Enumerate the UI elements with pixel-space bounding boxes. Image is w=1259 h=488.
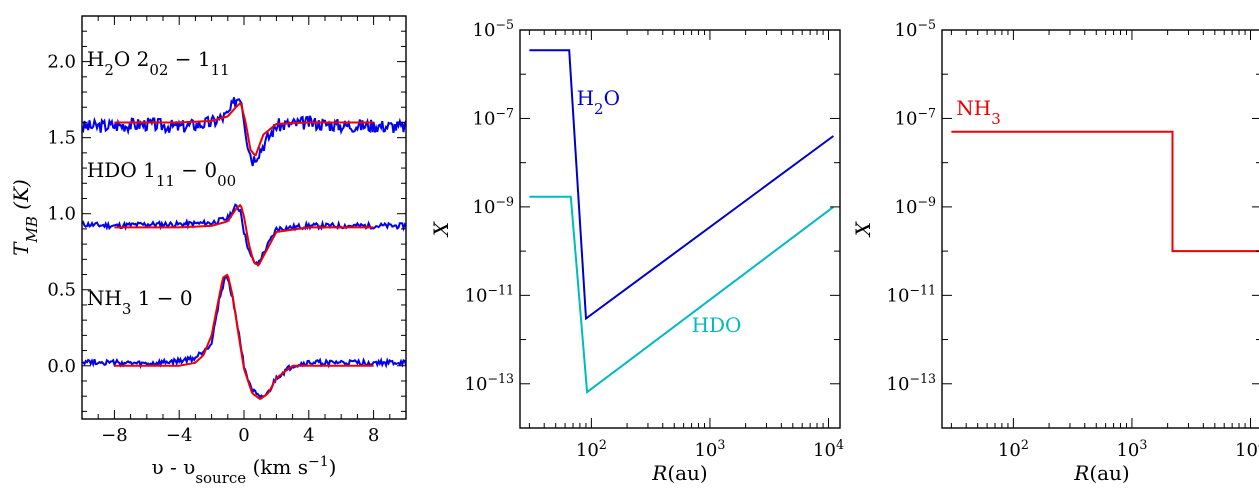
spectra-frame [81,15,407,420]
abundance-curve-1 [529,195,835,394]
x-tick-label: −4 [166,425,193,446]
x-tick-label: 103 [1116,437,1147,462]
model-fit-2 [114,273,374,400]
y-tick-label: 10−9 [473,193,514,218]
x-tick-label: 104 [813,437,844,462]
x-axis-label: υ - υsource (km s−1) [152,454,337,487]
spectra-panel: −8 −4 0 4 8 0.0 0.5 1.0 1.5 2.0 H2O 202 − 111 HDO 1… [9,15,407,487]
y-tick-label: 10−9 [895,193,936,218]
y-tick-label: 10−11 [887,282,936,307]
series-label-1: HDO [692,313,742,337]
y-tick-label: 10−5 [895,17,936,42]
abundance-frame-1 [519,29,841,429]
line-label-2: NH3 1 − 0 [87,286,193,318]
abundance-curve-0 [951,130,1259,253]
y-tick-label: 10−13 [887,370,936,395]
abundance-frame-2 [941,29,1259,429]
y-tick-label: 10−11 [465,282,514,307]
series-label-0: H2O [577,86,620,118]
y-axis-label: X [429,221,453,238]
observed-spectrum-0 [82,97,406,167]
x-tick-label: 4 [303,425,314,446]
x-axis-label: R(au) [1073,461,1129,485]
x-tick-label: 8 [368,425,379,446]
y-tick-label: 2.0 [47,52,76,73]
line-label-0: H2O 202 − 111 [87,47,230,79]
x-tick-label: −8 [101,425,128,446]
y-axis-label: TMB (K) [9,179,41,256]
y-axis-label: X [851,221,875,238]
abundance-curve-0 [529,49,834,321]
abundance-panel-1: 102 103 104 10−13 10−11 10−9 10−7 10−5 H2O HDO R(a… [429,17,844,486]
series-label-0: NH3 [956,96,1001,128]
x-axis-label: R(au) [651,461,707,485]
line-label-1: HDO 111 − 000 [87,158,236,190]
x-tick-label: 103 [694,437,725,462]
x-tick-label: 104 [1235,437,1259,462]
x-tick-label: 102 [576,437,607,462]
x-tick-label: 102 [998,437,1029,462]
x-tick-label: 0 [238,425,249,446]
y-tick-label: 0.0 [47,356,76,377]
y-tick-label: 1.5 [47,128,76,149]
model-fit-1 [114,203,374,267]
model-fit-0 [114,101,374,157]
y-tick-label: 1.0 [47,204,76,225]
y-tick-label: 10−7 [473,105,514,130]
abundance-panel-2: 102 103 104 10−13 10−11 10−9 10−7 10−5 NH3 R(au) X [851,17,1259,485]
y-tick-label: 10−13 [465,370,514,395]
y-tick-label: 0.5 [47,280,76,301]
y-tick-label: 10−7 [895,105,936,130]
y-tick-label: 10−5 [473,17,514,42]
